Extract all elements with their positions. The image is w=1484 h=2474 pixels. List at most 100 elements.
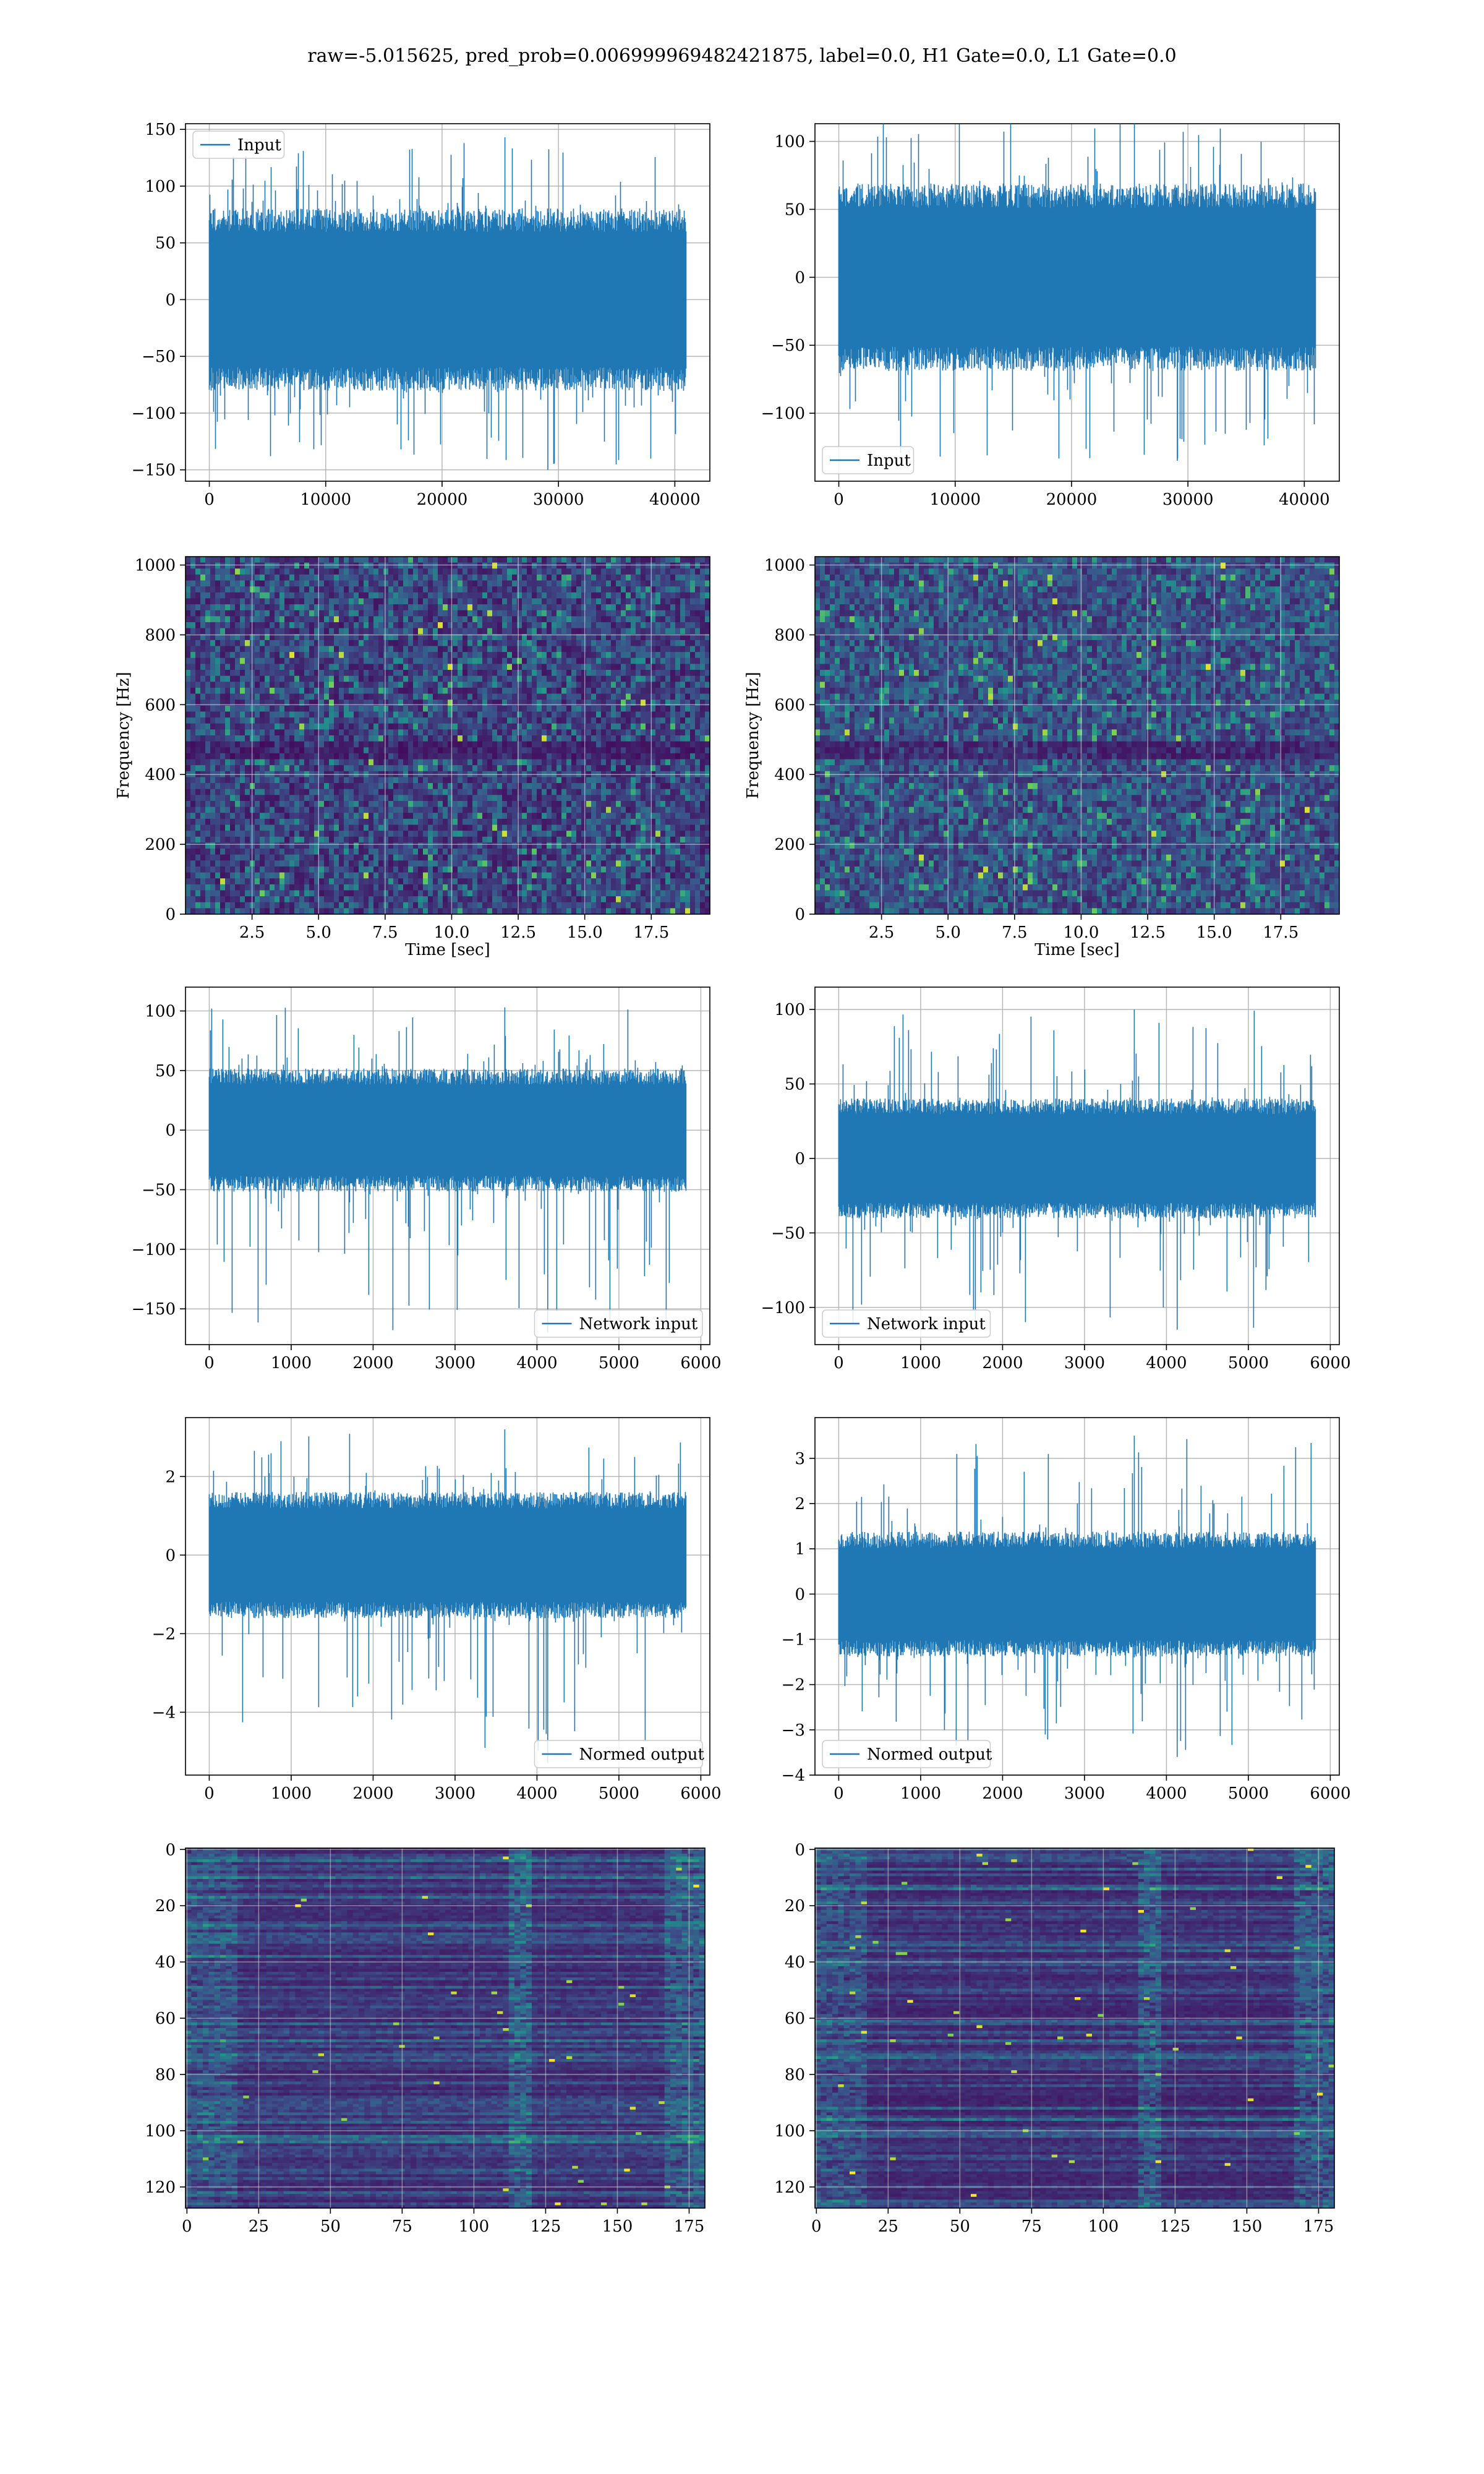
heatmap-cell [225, 581, 231, 587]
heatmap-cell [472, 575, 478, 581]
heatmap-cell [646, 646, 651, 653]
heatmap-cell [556, 586, 562, 593]
heatmap-cell [680, 670, 686, 676]
heatmap-cell [265, 765, 270, 771]
heatmap-cell [695, 760, 701, 766]
heatmap-cell [215, 575, 221, 581]
heatmap-cell [270, 676, 275, 682]
heatmap-cell [458, 676, 463, 682]
heatmap-cell [576, 568, 582, 575]
heatmap-cell [532, 742, 537, 748]
heatmap-cell [463, 593, 468, 599]
heatmap-cell [200, 563, 206, 569]
heatmap-cell [279, 676, 285, 682]
heatmap-cell [408, 706, 414, 712]
heatmap-cell [507, 628, 513, 635]
heatmap-cell [309, 593, 315, 599]
heatmap-cell [655, 724, 661, 730]
heatmap-cell [220, 604, 226, 610]
heatmap-cell [448, 688, 453, 694]
heatmap-cell [319, 628, 325, 635]
heatmap-cell [423, 717, 429, 724]
heatmap-cell [497, 581, 503, 587]
heatmap-cell [373, 688, 379, 694]
x-tick-label: 10000 [929, 490, 981, 509]
heatmap-cell [472, 557, 478, 563]
heatmap-cell [215, 557, 221, 563]
heatmap-cell [596, 676, 602, 682]
heatmap-cell [388, 753, 394, 760]
heatmap-cell [329, 747, 335, 753]
heatmap-cell [670, 760, 676, 766]
heatmap-cell [383, 563, 389, 569]
heatmap-cell [200, 735, 206, 742]
heatmap-cell [566, 729, 572, 735]
heatmap-cell [517, 670, 522, 676]
heatmap-cell [497, 753, 503, 760]
heatmap-cell [631, 735, 636, 742]
heatmap-cell [240, 688, 245, 694]
heatmap-cell [641, 664, 646, 670]
heatmap-cell [695, 747, 701, 753]
heatmap-cell [210, 670, 216, 676]
heatmap-cell [641, 729, 646, 735]
heatmap-cell [378, 724, 384, 730]
heatmap-cell [433, 729, 438, 735]
heatmap-cell [423, 682, 429, 688]
heatmap-cell [467, 652, 473, 658]
x-tick-label: 20000 [417, 490, 468, 509]
heatmap-cell [665, 682, 671, 688]
heatmap-cell [571, 610, 577, 617]
heatmap-cell [522, 586, 527, 593]
heatmap-cell [542, 568, 547, 575]
heatmap-cell [205, 688, 211, 694]
heatmap-cell [576, 676, 582, 682]
heatmap-cell [646, 568, 651, 575]
heatmap-cell [631, 717, 636, 724]
heatmap-cell [695, 622, 701, 628]
heatmap-cell [403, 622, 409, 628]
heatmap-cell [433, 706, 438, 712]
heatmap-cell [586, 694, 592, 700]
heatmap-cell [477, 670, 483, 676]
heatmap-cell [482, 694, 488, 700]
heatmap-cell [665, 568, 671, 575]
heatmap-cell [369, 682, 374, 688]
heatmap-cell [502, 581, 508, 587]
heatmap-cell [621, 735, 626, 742]
heatmap-cell [190, 670, 196, 676]
heatmap-cell [265, 760, 270, 766]
heatmap-cell [621, 729, 626, 735]
heatmap-cell [195, 652, 201, 658]
heatmap-cell [260, 628, 265, 635]
heatmap-cell [275, 753, 280, 760]
heatmap-cell [586, 711, 592, 717]
heatmap-cell [571, 765, 577, 771]
heatmap-cell [601, 575, 607, 581]
heatmap-cell [190, 628, 196, 635]
heatmap-cell [448, 664, 453, 670]
heatmap-cell [458, 694, 463, 700]
heatmap-cell [477, 664, 483, 670]
heatmap-cell [636, 760, 641, 766]
heatmap-cell [284, 646, 290, 653]
heatmap-cell [275, 557, 280, 563]
heatmap-cell [364, 717, 369, 724]
heatmap-cell [477, 676, 483, 682]
heatmap-cell [235, 676, 241, 682]
heatmap-cell [641, 628, 646, 635]
heatmap-cell [383, 604, 389, 610]
heatmap-cell [685, 724, 691, 730]
heatmap-cell [458, 711, 463, 717]
heatmap-cell [571, 628, 577, 635]
heatmap-cell [507, 610, 513, 617]
heatmap-cell [225, 765, 231, 771]
heatmap-cell [695, 742, 701, 748]
heatmap-cell [205, 563, 211, 569]
heatmap-cell [265, 652, 270, 658]
heatmap-cell [463, 581, 468, 587]
heatmap-cell [225, 711, 231, 717]
heatmap-cell [413, 616, 419, 622]
heatmap-cell [690, 711, 696, 717]
heatmap-cell [591, 724, 597, 730]
